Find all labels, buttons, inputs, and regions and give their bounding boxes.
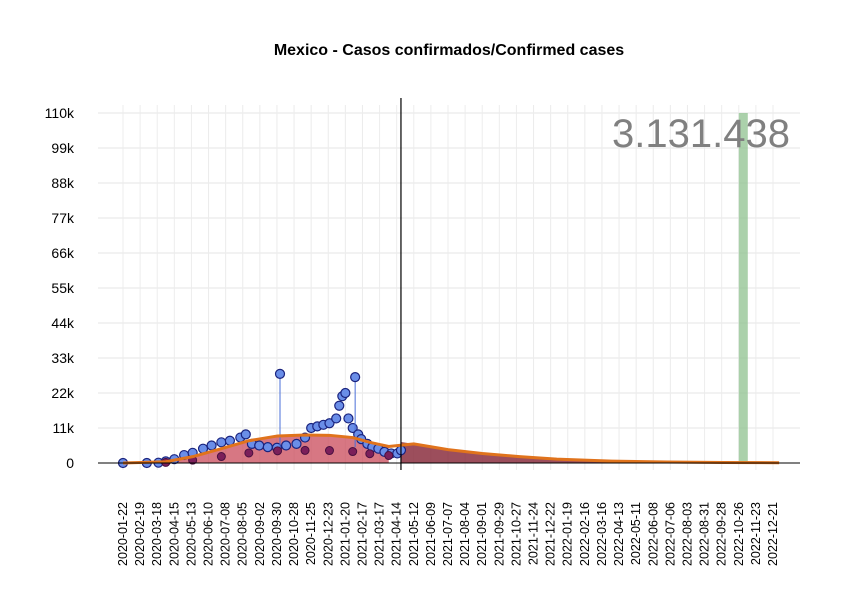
forecast-area — [400, 442, 780, 463]
data-point — [331, 413, 342, 424]
x-tick-label: 2021-06-09 — [424, 502, 438, 566]
x-tick-label: 2021-01-20 — [338, 502, 352, 566]
axes — [98, 98, 800, 470]
trend-layer — [122, 433, 780, 465]
data-point — [350, 371, 361, 383]
x-tick-label: 2021-12-22 — [544, 502, 558, 566]
data-point — [240, 429, 251, 440]
x-tick-label: 2020-06-10 — [202, 502, 216, 566]
data-point — [334, 400, 345, 411]
y-tick-label: 33k — [51, 350, 75, 366]
y-tick-label: 44k — [51, 315, 75, 331]
x-tick-label: 2022-04-13 — [612, 502, 626, 566]
y-tick-label: 66k — [51, 245, 75, 261]
y-tick-label: 99k — [51, 140, 75, 156]
chart-title: Mexico - Casos confirmados/Confirmed cas… — [274, 42, 624, 59]
grid — [98, 105, 800, 470]
x-tick-label: 2020-11-25 — [304, 502, 318, 565]
x-tick-label: 2020-09-30 — [270, 502, 284, 566]
lower-data-point — [384, 451, 394, 461]
lower-data-point — [324, 446, 334, 456]
x-tick-label: 2021-11-24 — [527, 502, 541, 565]
x-tick-label: 2022-10-26 — [732, 502, 746, 566]
x-tick-label: 2022-03-16 — [595, 502, 609, 566]
lower-data-point — [244, 448, 254, 458]
x-tick-label: 2021-03-17 — [373, 502, 387, 566]
data-point — [274, 368, 286, 380]
x-tick-label: 2021-05-12 — [407, 502, 421, 566]
x-tick-label: 2020-01-22 — [116, 502, 130, 566]
x-tick-label: 2021-09-01 — [475, 502, 489, 566]
x-tick-label: 2022-02-16 — [578, 502, 592, 566]
y-tick-label: 110k — [45, 105, 75, 121]
x-tick-label: 2020-05-13 — [184, 502, 198, 566]
x-tick-label: 2020-12-23 — [321, 502, 335, 566]
total-cases-label: 3.131.438 — [612, 112, 790, 156]
x-tick-label: 2021-10-27 — [509, 502, 523, 566]
lower-data-point — [365, 449, 375, 459]
data-point — [291, 438, 302, 450]
y-tick-label: 55k — [51, 280, 75, 296]
y-axis-ticks: 0 11k 22k 33k 44k 55k 66k 77k 88k 99k 110k — [45, 105, 75, 471]
trend-line — [122, 433, 780, 465]
data-point — [343, 413, 354, 424]
x-tick-label: 2022-08-03 — [680, 502, 694, 566]
highlight-band — [738, 113, 748, 463]
x-tick-label: 2021-02-17 — [355, 502, 369, 566]
y-tick-label: 0 — [66, 455, 74, 471]
y-tick-label: 88k — [51, 175, 75, 191]
x-tick-label: 2020-09-02 — [253, 502, 267, 566]
lower-data-point — [300, 445, 310, 455]
data-point — [281, 440, 292, 451]
data-point — [324, 418, 335, 429]
y-tick-label: 77k — [51, 210, 75, 226]
x-tick-label: 2022-09-28 — [715, 502, 729, 566]
x-tick-label: 2020-02-19 — [133, 502, 147, 566]
x-tick-label: 2022-07-06 — [663, 502, 677, 566]
x-tick-label: 2022-01-19 — [561, 502, 575, 566]
highlight-band-rect — [738, 113, 748, 463]
x-tick-label: 2020-10-28 — [287, 502, 301, 566]
lower-data-point — [273, 446, 283, 456]
lower-data-point — [348, 447, 358, 457]
lower-data-point — [216, 452, 226, 462]
x-tick-label: 2021-09-29 — [492, 502, 506, 566]
x-tick-label: 2022-12-21 — [766, 502, 780, 566]
x-tick-label: 2020-07-08 — [219, 502, 233, 566]
x-tick-label: 2022-05-11 — [629, 502, 643, 565]
data-point — [340, 387, 351, 399]
x-tick-label: 2021-04-14 — [390, 502, 404, 566]
x-tick-label: 2021-08-04 — [458, 502, 472, 566]
x-tick-label: 2020-08-05 — [236, 502, 250, 566]
data-point — [206, 440, 217, 451]
x-tick-label: 2020-03-18 — [150, 502, 164, 566]
x-tick-label: 2022-06-08 — [646, 502, 660, 566]
x-axis-ticks: 2020-01-22 2020-02-19 2020-03-18 2020-04-15… — [116, 502, 780, 566]
y-tick-label: 11k — [52, 420, 75, 436]
x-tick-label: 2020-04-15 — [167, 502, 181, 566]
x-tick-label: 2022-11-23 — [749, 502, 763, 565]
x-tick-label: 2022-08-31 — [698, 502, 712, 566]
data-point — [216, 437, 227, 448]
data-point — [254, 440, 265, 451]
x-tick-label: 2021-07-07 — [441, 502, 455, 566]
y-tick-label: 22k — [51, 385, 75, 401]
data-point — [262, 441, 273, 453]
